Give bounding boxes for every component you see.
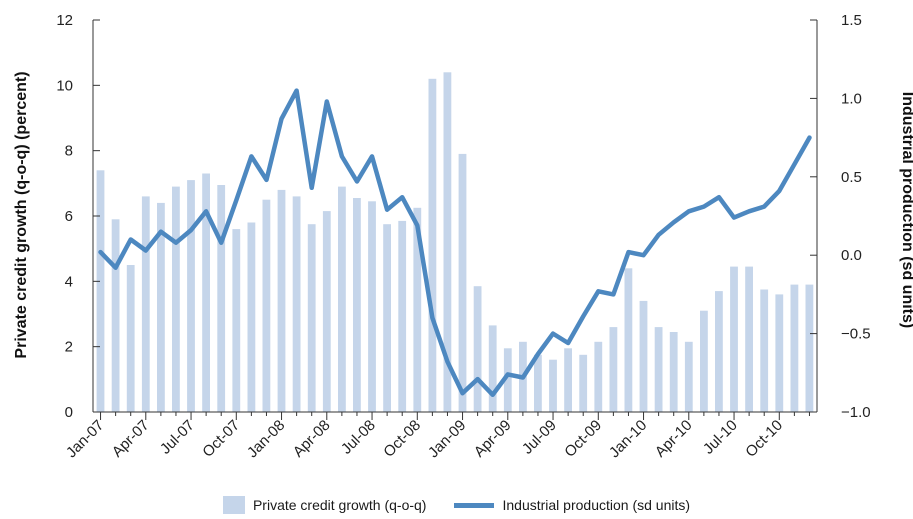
credit-bar <box>684 341 693 412</box>
legend: Private credit growth (q-o-q) Industrial… <box>0 496 913 514</box>
credit-bar <box>383 224 391 412</box>
credit-bar <box>760 289 769 412</box>
legend-label-credit: Private credit growth (q-o-q) <box>252 497 427 513</box>
credit-bar <box>790 284 799 412</box>
left-tick-label: 0 <box>65 404 73 421</box>
credit-bar <box>368 201 376 412</box>
x-tick-label: Apr-10 <box>652 417 696 461</box>
x-tick-label: Jul-07 <box>157 417 198 458</box>
credit-bar <box>730 266 738 412</box>
credit-bar <box>639 300 648 412</box>
left-tick-label: 8 <box>65 143 73 160</box>
credit-bar <box>775 294 784 412</box>
credit-bar <box>141 196 150 412</box>
credit-bar <box>217 185 226 412</box>
credit-bar <box>700 310 708 412</box>
credit-bar <box>549 359 557 412</box>
credit-bar <box>353 198 361 412</box>
credit-bar <box>579 354 588 412</box>
x-tick-label: Jan-09 <box>425 417 469 461</box>
x-tick-label: Apr-08 <box>290 417 334 461</box>
right-tick-label: 0.0 <box>841 247 862 264</box>
x-tick-label: Jul-08 <box>338 417 379 458</box>
axes <box>92 19 818 420</box>
legend-label-ip: Industrial production (sd units) <box>502 497 691 513</box>
left-tick-label: 12 <box>56 12 73 29</box>
x-tick-label: Oct-07 <box>199 417 243 461</box>
credit-bar <box>413 207 422 412</box>
right-tick-label: −0.5 <box>841 326 871 343</box>
right-axis-title: Industrial production (sd units) <box>899 92 913 328</box>
credit-bar <box>745 266 753 412</box>
credit-bar <box>202 173 210 412</box>
left-tick-label: 10 <box>56 77 73 94</box>
credit-bar <box>247 222 256 412</box>
right-tick-label: 0.5 <box>841 169 862 186</box>
credit-bar <box>805 284 814 412</box>
credit-bar <box>458 153 467 412</box>
industrial-production-line <box>98 88 812 398</box>
right-tick-label: −1.0 <box>841 404 871 421</box>
bar-series <box>96 72 814 413</box>
x-tick-label: Jan-10 <box>606 417 650 461</box>
credit-bar <box>96 170 105 412</box>
credit-bar <box>232 229 241 412</box>
credit-bar <box>594 341 603 412</box>
credit-bar <box>473 286 482 412</box>
credit-bar <box>443 72 452 413</box>
credit-bar <box>172 186 180 412</box>
legend-item-ip: Industrial production (sd units) <box>454 497 690 513</box>
x-tick-label: Jan-07 <box>63 417 107 461</box>
right-tick-label: 1.0 <box>841 90 862 107</box>
credit-bar <box>307 224 316 412</box>
credit-bar <box>534 354 542 412</box>
credit-swatch <box>222 496 245 514</box>
x-tick-label: Jul-09 <box>519 417 560 458</box>
credit-bar <box>654 327 663 412</box>
right-tick-label: 1.5 <box>841 12 862 29</box>
left-tick-label: 4 <box>65 273 73 290</box>
x-tick-label: Apr-07 <box>109 417 153 461</box>
left-tick-label: 6 <box>65 208 73 225</box>
credit-bar <box>262 199 271 412</box>
credit-bar <box>187 180 195 412</box>
credit-bar <box>338 186 346 412</box>
ip-swatch <box>454 502 495 508</box>
credit-bar <box>428 78 437 413</box>
credit-bar <box>609 327 618 412</box>
credit-bar <box>488 325 497 412</box>
credit-bar <box>292 196 301 412</box>
credit-bar <box>624 268 633 412</box>
credit-bar <box>669 332 678 412</box>
credit-bar <box>126 265 135 412</box>
credit-bar <box>715 291 723 412</box>
left-axis-title: Private credit growth (q-o-q) (percent) <box>13 71 30 358</box>
credit-bar <box>503 348 512 412</box>
x-tick-label: Apr-09 <box>471 417 515 461</box>
x-tick-label: Oct-08 <box>380 417 424 461</box>
credit-bar <box>111 219 120 412</box>
x-tick-label: Oct-09 <box>561 417 605 461</box>
x-tick-label: Oct-10 <box>742 417 786 461</box>
x-tick-label: Jul-10 <box>700 417 741 458</box>
credit-bar <box>398 220 407 412</box>
credit-bar <box>322 211 331 412</box>
legend-item-credit: Private credit growth (q-o-q) <box>222 496 427 514</box>
credit-bar <box>157 202 165 412</box>
x-tick-label: Jan-08 <box>244 417 288 461</box>
credit-bar <box>564 348 572 412</box>
left-tick-label: 2 <box>65 339 73 356</box>
credit-bar <box>277 189 286 412</box>
